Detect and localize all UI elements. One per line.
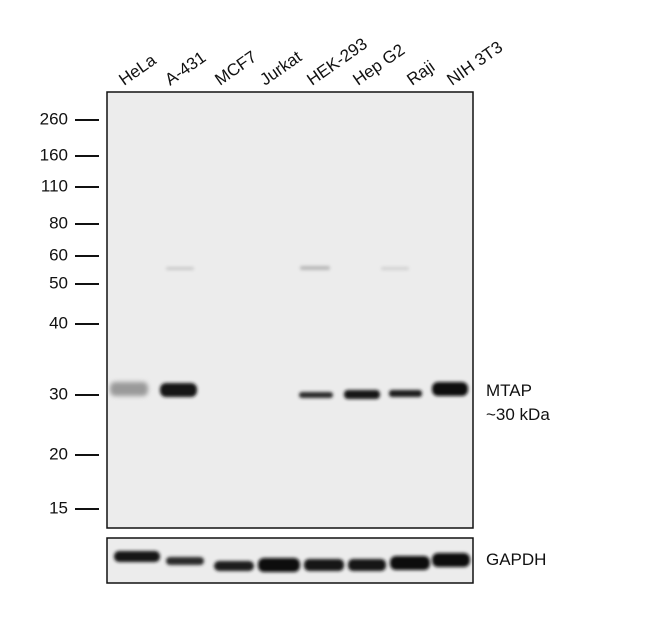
- lane-labels: HeLa A-431 MCF7 Jurkat HEK-293 Hep G2 Ra…: [115, 34, 506, 89]
- band: [166, 267, 194, 270]
- band: [381, 267, 409, 270]
- band: [432, 382, 468, 396]
- lane-label: NIH 3T3: [443, 37, 506, 89]
- band: [389, 390, 422, 397]
- marker-label: 30: [49, 384, 68, 403]
- marker-label: 80: [49, 213, 68, 232]
- gapdh-bands: [114, 551, 470, 572]
- blot-panel: [106, 91, 474, 529]
- band: [300, 266, 330, 270]
- loading-control-label: GAPDH: [486, 550, 546, 569]
- marker-label: 50: [49, 273, 68, 292]
- target-size: ~30 kDa: [486, 405, 550, 424]
- band: [432, 553, 470, 567]
- lane-label: MCF7: [211, 47, 260, 89]
- marker-label: 20: [49, 444, 68, 463]
- target-name: MTAP: [486, 381, 532, 400]
- band: [344, 390, 380, 399]
- band: [214, 561, 254, 571]
- bands: [110, 266, 468, 399]
- band: [160, 383, 197, 397]
- marker-label: 15: [49, 498, 68, 517]
- band: [258, 558, 300, 572]
- lane-label: HeLa: [115, 50, 160, 89]
- marker-label: 110: [41, 176, 68, 195]
- band: [304, 559, 344, 571]
- band: [114, 551, 160, 562]
- band: [348, 559, 386, 571]
- band: [390, 556, 430, 570]
- lane-label: Raji: [403, 57, 438, 89]
- lane-label: Jurkat: [256, 47, 305, 89]
- lane-label: A-431: [161, 48, 209, 90]
- band: [299, 392, 333, 398]
- marker-label: 260: [40, 109, 68, 128]
- markers: 260 160 110 80 60 50 40 30 20 15: [40, 109, 99, 517]
- marker-label: 160: [40, 145, 68, 164]
- marker-label: 60: [49, 245, 68, 264]
- marker-label: 40: [49, 313, 68, 332]
- band: [110, 382, 148, 396]
- band: [166, 557, 204, 565]
